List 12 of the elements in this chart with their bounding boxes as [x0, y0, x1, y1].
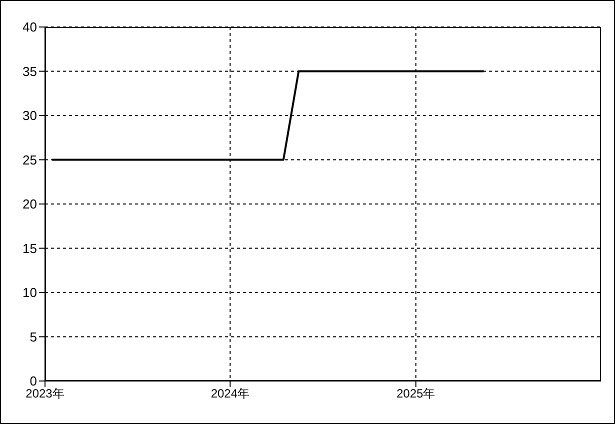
x-tick-label: 2025年: [396, 386, 436, 401]
y-tick-label: 20: [22, 196, 37, 212]
x-tick-label: 2024年: [210, 386, 250, 401]
y-tick-label: 5: [30, 329, 37, 344]
y-tick-label: 35: [22, 64, 37, 79]
y-tick-label: 30: [22, 108, 37, 124]
y-tick-label: 40: [22, 20, 37, 35]
x-tick-label: 2023年: [26, 386, 64, 401]
y-tick-label: 15: [22, 240, 37, 256]
y-tick-label: 10: [22, 285, 37, 300]
y-tick-label: 0: [30, 374, 37, 389]
y-tick-label: 25: [22, 152, 37, 168]
